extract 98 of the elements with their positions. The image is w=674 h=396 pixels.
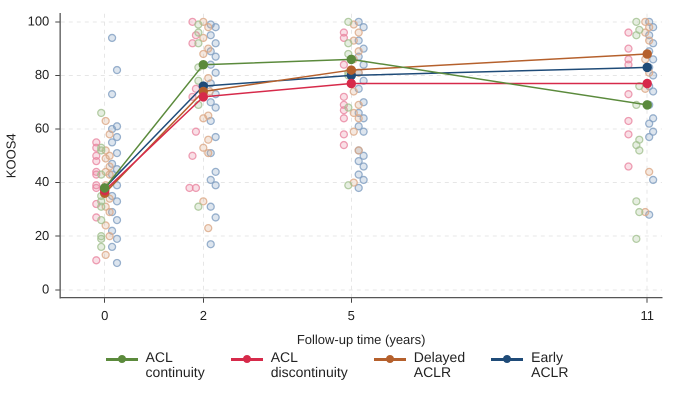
point [645, 23, 654, 32]
legend-label: ACL continuity [146, 349, 205, 380]
point [192, 184, 200, 192]
point [624, 90, 633, 98]
x-tick-label: 5 [348, 308, 355, 324]
point [344, 103, 352, 112]
point [642, 49, 652, 59]
y-axis-title: KOOS4 [3, 133, 18, 178]
point [346, 78, 356, 88]
point [97, 146, 106, 155]
point [350, 108, 358, 118]
point [632, 197, 641, 206]
point [350, 87, 358, 96]
point [102, 221, 110, 230]
point [97, 170, 106, 179]
point [204, 74, 212, 82]
x-axis-title: Follow-up time (years) [296, 332, 426, 347]
point [641, 18, 650, 26]
point [204, 136, 212, 144]
point [105, 130, 114, 139]
point [632, 234, 641, 244]
point [92, 184, 100, 192]
point [192, 128, 200, 136]
point [354, 100, 363, 110]
point [340, 130, 348, 139]
point [105, 162, 114, 171]
point [340, 60, 348, 69]
point [199, 197, 208, 206]
point [204, 224, 212, 232]
point [340, 92, 348, 102]
point [92, 256, 100, 264]
point [642, 62, 652, 72]
point [105, 194, 114, 203]
point [194, 39, 203, 48]
legend-label: ACL discontinuity [270, 349, 348, 380]
point [642, 100, 652, 110]
point [346, 54, 356, 64]
point [340, 140, 348, 150]
point [344, 181, 352, 190]
point [102, 250, 110, 260]
point [350, 128, 358, 136]
point [635, 146, 644, 155]
x-tick-label: 2 [200, 308, 207, 324]
point [188, 18, 197, 26]
point [102, 116, 110, 126]
x-tick-label: 11 [640, 308, 654, 324]
point [632, 18, 641, 26]
point [645, 168, 654, 176]
point [198, 60, 208, 70]
point [92, 157, 100, 166]
point [204, 44, 212, 53]
point [199, 114, 208, 122]
point [97, 108, 106, 118]
point [346, 65, 356, 75]
point [624, 162, 633, 171]
point [105, 208, 114, 216]
legend-label: Early ACLR [531, 349, 568, 380]
y-tick-label: 60 [34, 120, 50, 136]
point [642, 78, 652, 88]
y-tick-label: 80 [34, 67, 50, 82]
point [102, 154, 110, 163]
x-tick-label: 0 [101, 308, 108, 324]
point [97, 202, 106, 211]
point [344, 18, 352, 26]
point [340, 34, 348, 42]
point [354, 28, 363, 37]
point [194, 202, 203, 211]
point [97, 216, 106, 224]
y-tick-label: 20 [34, 228, 50, 243]
point [204, 148, 212, 158]
point [199, 50, 208, 58]
y-tick-label: 40 [34, 174, 50, 190]
point [194, 28, 203, 37]
point [624, 116, 633, 126]
point [97, 242, 106, 252]
point [624, 44, 633, 53]
point [105, 232, 114, 240]
point [632, 31, 641, 40]
point [344, 39, 352, 48]
point [199, 144, 208, 152]
point [198, 92, 208, 102]
point [204, 23, 212, 32]
point [194, 76, 203, 85]
point [105, 170, 114, 179]
point [354, 114, 363, 122]
legend-label: Delayed ACLR [414, 349, 466, 380]
point [340, 114, 348, 122]
point [624, 28, 633, 37]
point [624, 130, 633, 139]
point [199, 34, 208, 42]
y-tick-label: 0 [42, 281, 50, 296]
point [97, 234, 106, 244]
y-tick-label: 100 [28, 13, 50, 28]
point [188, 152, 197, 160]
point [645, 36, 654, 45]
point [194, 20, 203, 29]
point [354, 47, 363, 56]
point [635, 208, 644, 216]
